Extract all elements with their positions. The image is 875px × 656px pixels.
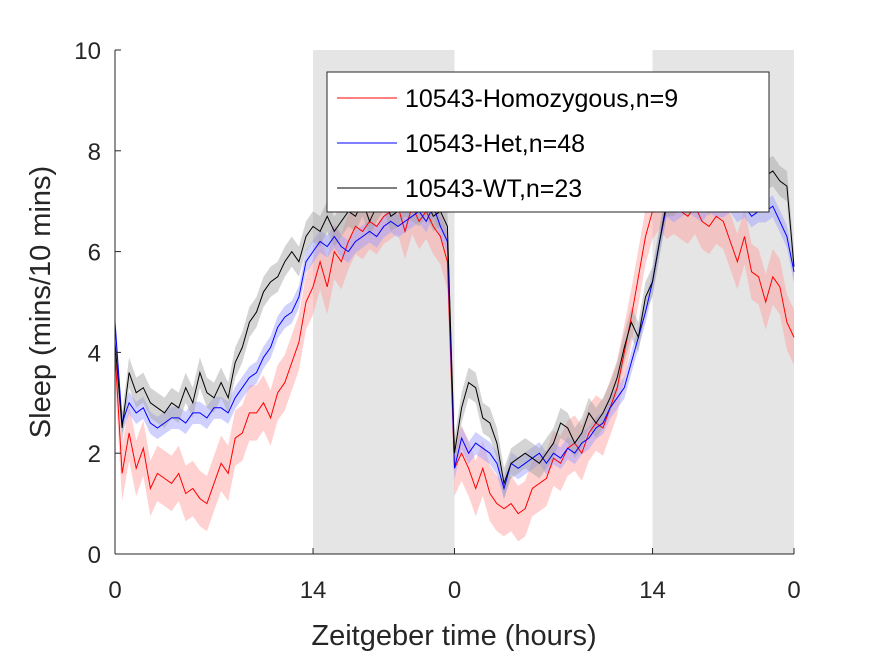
x-axis-label: Zeitgeber time (hours) — [311, 620, 596, 652]
x-tick-label: 0 — [108, 577, 121, 604]
y-tick-label: 2 — [88, 441, 101, 468]
x-tick-label: 14 — [639, 577, 666, 604]
y-tick-label: 4 — [88, 340, 101, 367]
legend: 10543-Homozygous,n=9 10543-Het,n=48 10543-… — [326, 71, 770, 213]
y-tick-label: 6 — [88, 240, 101, 267]
y-axis-label: Sleep (mins/10 mins) — [25, 166, 57, 438]
legend-label-2: 10543-Het,n=48 — [405, 130, 585, 158]
ticks: 0 2 4 6 8 10 0 14 0 14 0 — [74, 38, 800, 604]
x-tick-label: 0 — [787, 577, 800, 604]
legend-label-3: 10543-WT,n=23 — [405, 175, 582, 203]
x-tick-label: 0 — [448, 577, 461, 604]
y-tick-label: 0 — [88, 542, 101, 569]
legend-label-1: 10543-Homozygous,n=9 — [405, 85, 678, 113]
y-tick-label: 10 — [74, 38, 101, 65]
y-tick-label: 8 — [88, 139, 101, 166]
legend-box — [326, 71, 770, 213]
x-tick-label: 14 — [300, 577, 327, 604]
